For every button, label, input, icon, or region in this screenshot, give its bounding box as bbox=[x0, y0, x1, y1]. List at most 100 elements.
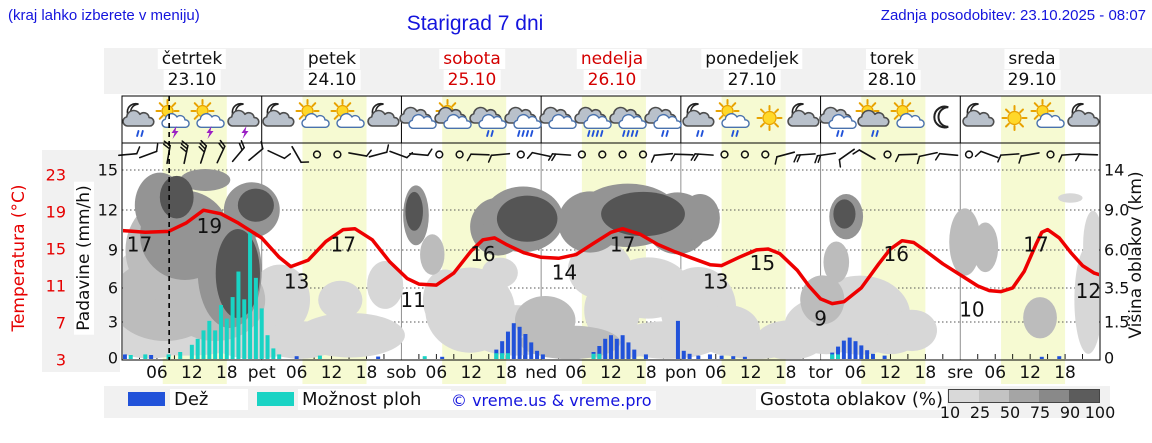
shower-bar bbox=[836, 354, 841, 359]
rain-bar bbox=[841, 340, 846, 359]
sun-ray bbox=[1033, 102, 1039, 108]
precipitation-axis-label: Padavine (mm/h) bbox=[74, 181, 94, 335]
day-name-label: ponedeljek bbox=[701, 49, 803, 69]
cloud-layer bbox=[123, 169, 1099, 359]
cloud-shape bbox=[408, 113, 437, 129]
raindrop bbox=[136, 130, 140, 137]
shower-bar bbox=[505, 353, 510, 359]
temperature-axis-label: Temperatura (°C) bbox=[9, 184, 29, 332]
rain-bar bbox=[620, 335, 625, 359]
cloud-shape bbox=[828, 113, 857, 129]
temp-value-label: 12 bbox=[1076, 279, 1101, 303]
cloud-height-tick-label: 1.5 bbox=[1104, 312, 1130, 332]
cloud-shape bbox=[513, 113, 542, 129]
shower-bar bbox=[236, 271, 241, 359]
raindrop bbox=[591, 130, 595, 137]
density-tick-label: 90 bbox=[1059, 403, 1081, 422]
wind-calm-icon bbox=[455, 150, 464, 159]
time-tick-label: 06 bbox=[146, 363, 168, 383]
rain-bar bbox=[675, 320, 680, 359]
raindrop bbox=[525, 130, 530, 137]
day-name-label: petek bbox=[303, 49, 361, 69]
rain-bar bbox=[603, 338, 608, 359]
shower-swatch bbox=[257, 392, 294, 406]
sun-ray bbox=[1046, 102, 1052, 108]
moon-icon bbox=[933, 105, 949, 129]
wind-calm-icon bbox=[740, 150, 750, 159]
day-date-label: 23.10 bbox=[163, 70, 221, 90]
day-abbrev-label: pon bbox=[664, 363, 697, 383]
cloud-blob bbox=[237, 188, 274, 222]
raindrop bbox=[595, 130, 600, 137]
wind-barb-feather bbox=[934, 152, 941, 161]
wind-barb-icon bbox=[526, 151, 551, 160]
cloud-icon bbox=[539, 106, 577, 129]
precipitation-tick-label: 9 bbox=[107, 240, 118, 260]
time-tick-label: 06 bbox=[984, 363, 1007, 383]
wind-barb-feather bbox=[180, 143, 188, 150]
wind-barb-icon bbox=[650, 152, 674, 163]
raindrop bbox=[875, 130, 879, 137]
time-tick-label: 06 bbox=[704, 363, 727, 383]
wind-barb-feather bbox=[670, 153, 676, 162]
cloud-blob bbox=[613, 321, 723, 359]
wind-barb-feather bbox=[365, 149, 372, 157]
cloud-shape bbox=[478, 113, 507, 129]
wind-barb-icon bbox=[291, 145, 310, 164]
rain-bar bbox=[882, 355, 887, 359]
wind-calm-icon bbox=[720, 150, 729, 159]
day-name-label: sreda bbox=[1004, 49, 1060, 69]
wind-calm-icon bbox=[740, 150, 750, 159]
wind-calm-icon bbox=[883, 150, 892, 159]
copyright-link[interactable]: © vreme.us & vreme.pro bbox=[447, 391, 656, 410]
time-tick-label: 18 bbox=[774, 363, 797, 383]
cloud-blob bbox=[405, 191, 423, 231]
menu-hint: (kraj lahko izberete v meniju) bbox=[8, 7, 200, 24]
sun-ray bbox=[1019, 108, 1024, 114]
wind-barb-icon bbox=[774, 151, 796, 165]
cloud-shape bbox=[962, 109, 995, 127]
wind-barb-feather bbox=[974, 150, 982, 158]
wind-calm-icon bbox=[1046, 150, 1055, 159]
wind-barb-shaft bbox=[368, 151, 388, 158]
shower-bar bbox=[201, 330, 206, 359]
wind-barb-icon bbox=[690, 153, 714, 162]
shower-bar bbox=[178, 352, 183, 359]
wind-barb-feather bbox=[283, 153, 292, 160]
wind-barb-feather bbox=[427, 148, 433, 157]
moon-cloud-rain-icon bbox=[682, 102, 715, 137]
cloud-rain-icon bbox=[819, 106, 857, 137]
shower-label: Možnost ploh bbox=[298, 389, 452, 410]
wind-calm-icon bbox=[455, 150, 464, 159]
shower-bar bbox=[230, 297, 235, 359]
cloud-rain-icon bbox=[609, 106, 647, 137]
wind-barb-feather bbox=[199, 142, 207, 150]
rain-bar bbox=[597, 346, 602, 359]
sun-ray bbox=[298, 102, 304, 108]
wind-barb-feather bbox=[238, 142, 243, 151]
raindrop bbox=[635, 130, 639, 137]
cloud-blob bbox=[1023, 297, 1057, 339]
day-date-label: 29.10 bbox=[1003, 70, 1061, 90]
wind-barb-feather bbox=[1058, 154, 1063, 163]
wind-barb-shaft bbox=[674, 153, 694, 156]
cloud-blob bbox=[949, 208, 981, 276]
temperature-tick-label: 11 bbox=[45, 276, 66, 296]
moon-cloud-rain-icon bbox=[122, 102, 155, 137]
shower-bar bbox=[213, 330, 218, 359]
temp-value-label: 19 bbox=[197, 214, 222, 238]
rain-bar bbox=[859, 345, 864, 359]
moon-cloud-icon bbox=[962, 102, 995, 127]
wind-calm-icon bbox=[516, 150, 525, 159]
sun-cloud-rain-icon bbox=[855, 99, 890, 137]
temp-value-label: 17 bbox=[610, 233, 635, 257]
lightning-bolt bbox=[171, 126, 179, 139]
day-date-label: 26.10 bbox=[583, 70, 641, 90]
day-name-label: torek bbox=[866, 49, 918, 69]
raindrop bbox=[661, 130, 665, 137]
precipitation-tick-label: 0 bbox=[107, 348, 118, 368]
density-tick-label: 25 bbox=[969, 403, 991, 422]
raindrop bbox=[735, 130, 739, 137]
wind-calm-icon bbox=[435, 150, 444, 159]
